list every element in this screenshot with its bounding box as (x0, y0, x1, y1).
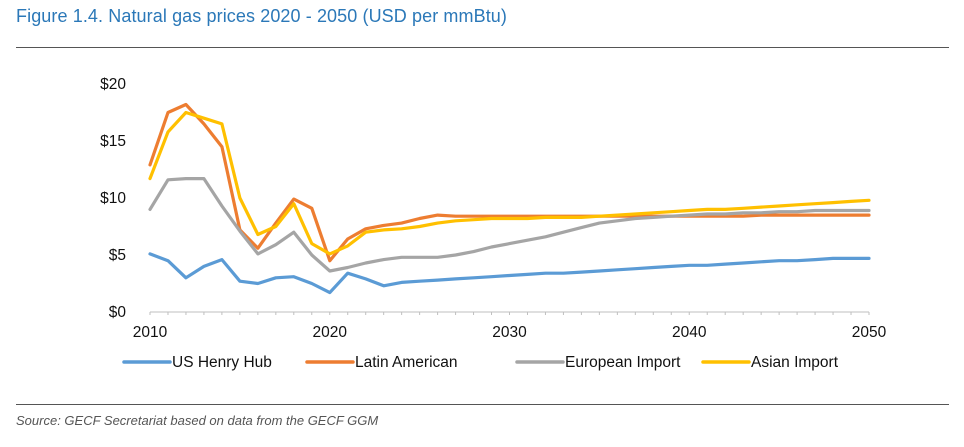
x-tick-label: 2030 (492, 324, 527, 341)
series-line-latin-american (148, 102, 871, 263)
bottom-divider (16, 404, 949, 405)
y-tick-label: $0 (109, 304, 127, 321)
x-tick-label: 2010 (133, 324, 168, 341)
y-tick-label: $10 (100, 190, 126, 207)
series-line-us-henry-hub (148, 252, 871, 295)
x-axis-labels: 2010 2020 2030 2040 2050 (133, 324, 887, 341)
legend: US Henry Hub Latin American European Impor… (122, 354, 839, 371)
series-line-european-import (148, 177, 871, 273)
legend-label: European Import (565, 354, 681, 371)
legend-label: Asian Import (751, 354, 839, 371)
figure-title: Figure 1.4. Natural gas prices 2020 - 20… (16, 6, 508, 26)
y-tick-label: $5 (109, 247, 126, 264)
y-axis-labels: $0 $5 $10 $15 $20 (100, 76, 126, 321)
series-line-asian-import (148, 110, 871, 256)
legend-label: US Henry Hub (172, 354, 272, 371)
series-lines (148, 102, 871, 295)
x-tick-label: 2020 (313, 324, 348, 341)
source-note: Source: GECF Secretariat based on data f… (16, 413, 379, 428)
y-tick-label: $20 (100, 76, 126, 93)
y-tick-label: $15 (100, 133, 126, 150)
x-tick-label: 2040 (672, 324, 707, 341)
top-divider (16, 47, 949, 48)
legend-label: Latin American (355, 354, 458, 371)
x-tick-label: 2050 (852, 324, 887, 341)
x-axis-ticks (149, 312, 870, 315)
